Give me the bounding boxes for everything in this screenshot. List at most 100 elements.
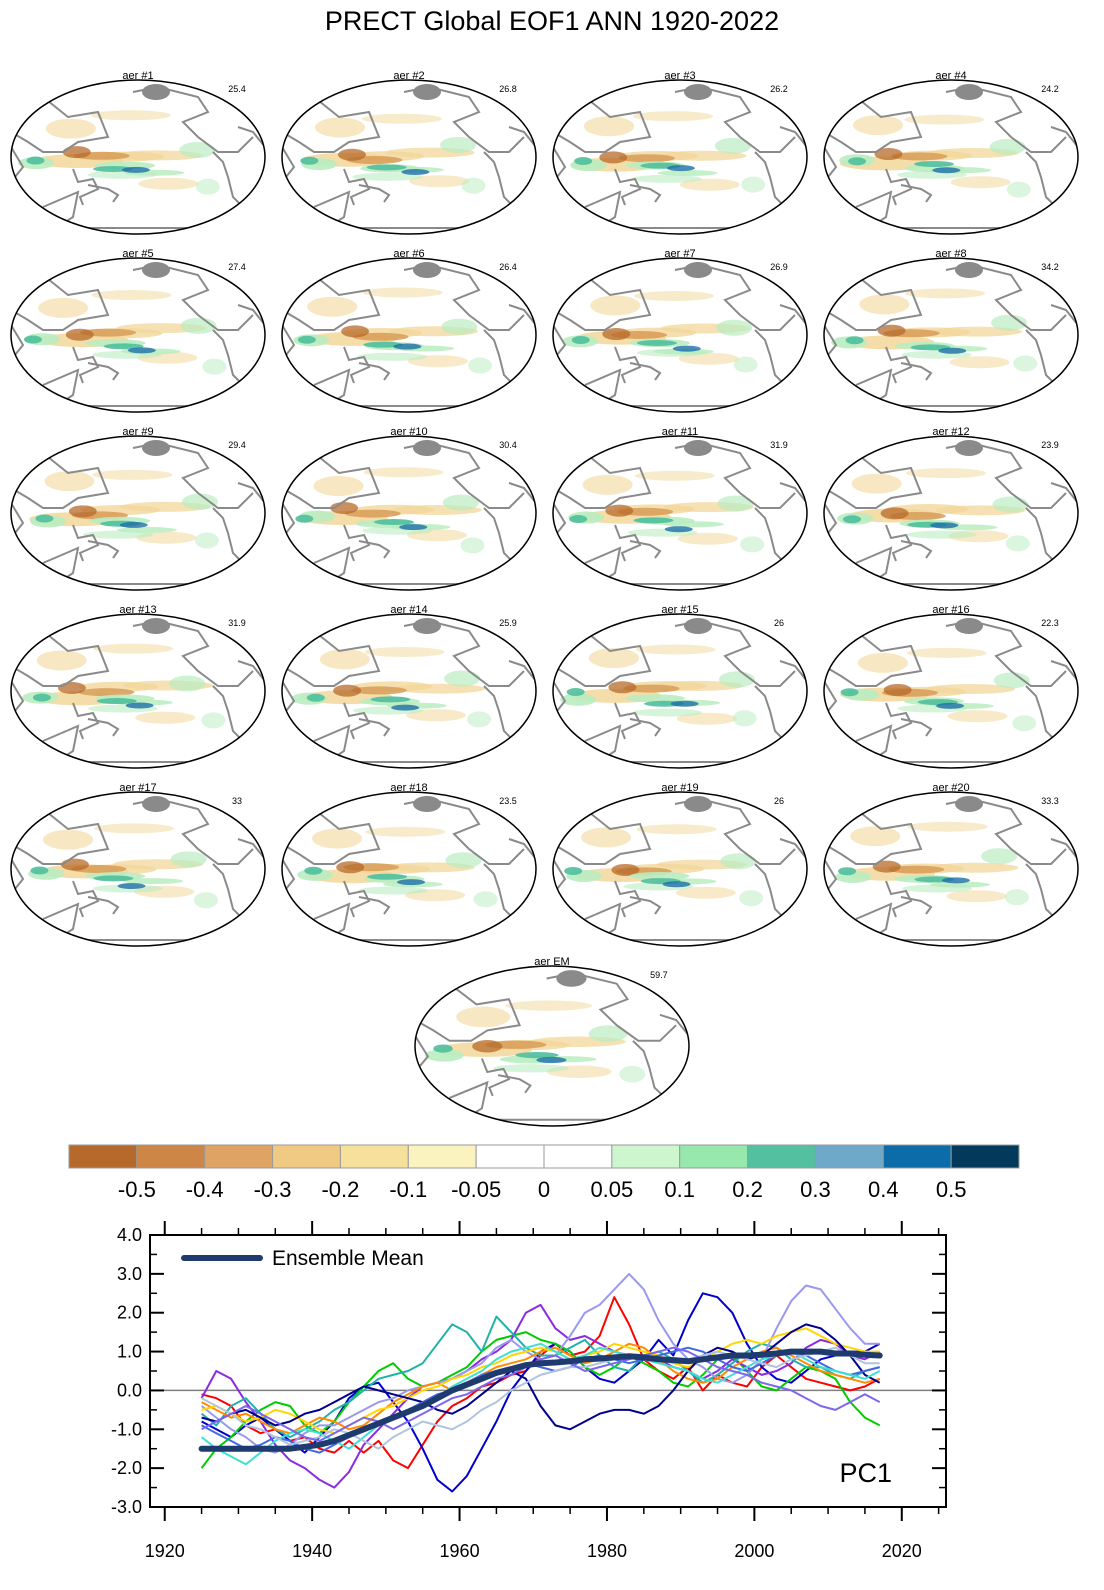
colorbar-label: -0.05 (451, 1177, 501, 1202)
map-panel: aer #5 27.4 (10, 248, 266, 413)
map-explained-variance: 26.4 (499, 262, 517, 272)
colorbar-label: 0.5 (936, 1177, 967, 1202)
colorbar-swatch (407, 1144, 477, 1169)
map-panel: aer #2 26.8 (281, 70, 537, 235)
map-label: aer #3 (664, 70, 695, 82)
map-explained-variance: 29.4 (228, 440, 246, 450)
x-tick-label: 1960 (440, 1541, 480, 1561)
member-series-line (200, 1331, 881, 1469)
colorbar-label: 0.2 (732, 1177, 763, 1202)
x-tick-label: 2000 (734, 1541, 774, 1561)
colorbar-swatch (611, 1144, 681, 1169)
map-panel: aer #11 31.9 (552, 426, 808, 591)
map-explained-variance: 34.2 (1041, 262, 1059, 272)
map-outline (552, 613, 808, 769)
map-explained-variance: 22.3 (1041, 618, 1059, 628)
map-outline (823, 257, 1079, 413)
map-outline (281, 435, 537, 591)
map-label: aer EM (534, 956, 569, 968)
y-tick-label: 2.0 (117, 1303, 142, 1323)
map-explained-variance: 24.2 (1041, 84, 1059, 94)
ensemble-mean-line (198, 1348, 883, 1452)
figure-title: PRECT Global EOF1 ANN 1920-2022 (325, 6, 779, 36)
legend-label: Ensemble Mean (272, 1247, 424, 1270)
colorbar-label: -0.2 (321, 1177, 359, 1202)
map-label: aer #4 (935, 70, 966, 82)
colorbar-label: -0.1 (389, 1177, 427, 1202)
map-explained-variance: 26.2 (770, 84, 788, 94)
x-tick-label: 1980 (587, 1541, 627, 1561)
member-series-line (201, 1346, 881, 1442)
x-tick-label: 1920 (145, 1541, 185, 1561)
map-label: aer #20 (932, 782, 969, 794)
x-tick-label: 2020 (882, 1541, 922, 1561)
colorbar-swatch (747, 1144, 816, 1169)
map-label: aer #13 (119, 604, 156, 616)
map-panel: aer EM 59.7 (414, 956, 690, 1127)
member-series-line (200, 1315, 880, 1439)
y-tick-label: 4.0 (117, 1225, 142, 1245)
colorbar-label: 0.05 (590, 1177, 633, 1202)
map-explained-variance: 23.9 (1041, 440, 1059, 450)
colorbar-label: -0.3 (254, 1177, 292, 1202)
map-panel: aer #9 29.4 (10, 426, 266, 591)
map-outline (552, 257, 808, 413)
colorbar-swatch (543, 1144, 613, 1169)
map-panel: aer #6 26.4 (281, 248, 537, 413)
member-series-line (200, 1303, 881, 1489)
map-panel: aer #10 30.4 (281, 426, 537, 591)
map-outline (552, 79, 808, 235)
colorbar-label: -0.4 (186, 1177, 224, 1202)
map-label: aer #15 (661, 604, 698, 616)
map-outline (823, 435, 1079, 591)
colorbar: -0.5 -0.4 -0.3 -0.2 -0.1 -0.05 0 0.05 0.1 0.2 0.3 0… (68, 1144, 1020, 1202)
map-outline (823, 613, 1079, 769)
map-explained-variance: 31.9 (770, 440, 788, 450)
map-explained-variance: 31.9 (228, 618, 246, 628)
map-panel: aer #16 22.3 (823, 604, 1079, 769)
colorbar-label: 0.3 (800, 1177, 831, 1202)
map-label: aer #18 (390, 782, 427, 794)
map-label: aer #17 (119, 782, 156, 794)
map-outline (552, 791, 808, 947)
map-panel: aer #20 33.3 (823, 782, 1079, 947)
colorbar-swatch (68, 1144, 138, 1169)
map-label: aer #2 (393, 70, 424, 82)
colorbar-swatch (136, 1144, 206, 1169)
colorbar-swatch (950, 1144, 1020, 1169)
colorbar-label: 0.1 (664, 1177, 695, 1202)
map-explained-variance: 25.4 (228, 84, 246, 94)
y-tick-label: -2.0 (111, 1458, 142, 1478)
map-label: aer #7 (664, 248, 695, 260)
map-panel: aer #7 26.9 (552, 248, 808, 413)
colorbar-swatch (339, 1144, 409, 1169)
map-explained-variance: 26 (774, 618, 784, 628)
colorbar-swatch (204, 1144, 274, 1169)
map-explained-variance: 26.8 (499, 84, 517, 94)
colorbar-swatch (475, 1144, 545, 1169)
map-panel: aer #4 24.2 (823, 70, 1079, 235)
map-explained-variance: 26 (774, 796, 784, 806)
member-series-line (201, 1296, 881, 1470)
pc1-chart: -3.0 -2.0 -1.0 0.0 1.0 2.0 3.0 4.0 1920 1940 1960 1… (111, 1221, 947, 1561)
map-explained-variance: 33.3 (1041, 796, 1059, 806)
member-series-line (201, 1342, 880, 1435)
colorbar-swatch (814, 1144, 884, 1169)
map-outline (10, 791, 266, 947)
map-label: aer #5 (122, 248, 153, 260)
map-explained-variance: 25.9 (499, 618, 517, 628)
y-tick-label: -3.0 (111, 1497, 142, 1517)
map-panel: aer #14 25.9 (281, 604, 537, 769)
map-outline (823, 791, 1079, 947)
y-tick-label: 0.0 (117, 1380, 142, 1400)
map-label: aer #16 (932, 604, 969, 616)
pc-annotation: PC1 (839, 1458, 892, 1488)
map-explained-variance: 27.4 (228, 262, 246, 272)
map-panel: aer #3 26.2 (552, 70, 808, 235)
map-explained-variance: 26.9 (770, 262, 788, 272)
map-panel: aer #17 33 (10, 782, 266, 947)
map-outline (552, 435, 808, 591)
map-label: aer #10 (390, 426, 427, 438)
map-explained-variance: 33 (232, 796, 242, 806)
